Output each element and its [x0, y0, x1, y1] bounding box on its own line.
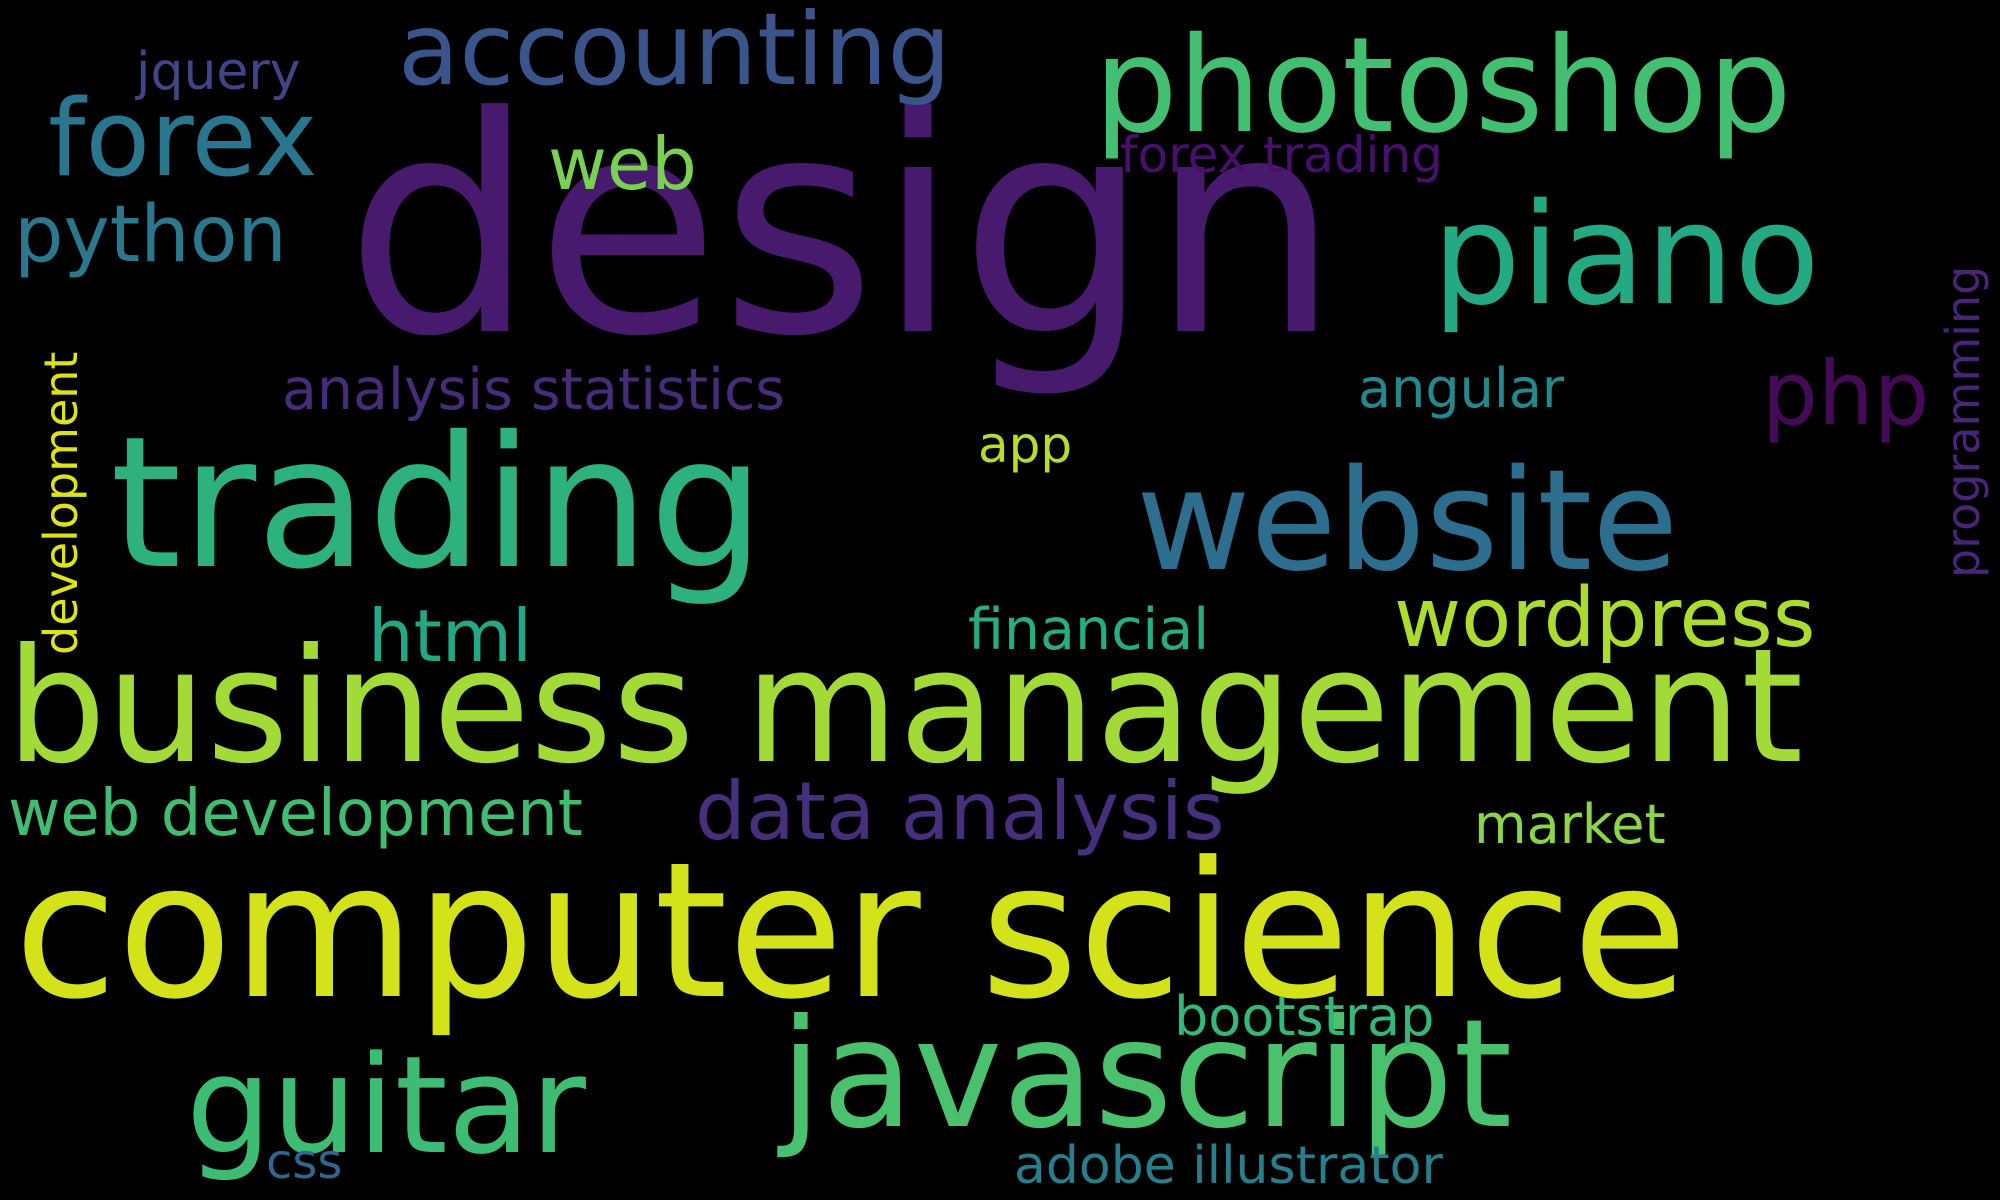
- word-web: web: [548, 122, 697, 206]
- word-trading: trading: [110, 397, 765, 609]
- word-css: css: [266, 1134, 343, 1190]
- word-bootstrap: bootstrap: [1174, 985, 1435, 1048]
- word-accounting: accounting: [398, 0, 952, 108]
- word-programming: programming: [1936, 265, 1990, 578]
- word-app: app: [978, 416, 1073, 474]
- word-forex-trading: forex trading: [1120, 126, 1443, 184]
- word-php: php: [1762, 342, 1930, 445]
- word-business-management: business management: [6, 615, 1804, 799]
- word-design: design: [345, 53, 1341, 402]
- word-javascript: javascript: [780, 988, 1513, 1162]
- word-html: html: [368, 594, 533, 678]
- word-photoshop: photoshop: [1094, 9, 1792, 163]
- word-angular: angular: [1358, 357, 1565, 420]
- word-website: website: [1136, 440, 1679, 603]
- word-piano: piano: [1432, 174, 1820, 337]
- word-data-analysis: data analysis: [695, 765, 1225, 858]
- word-development: development: [34, 351, 88, 655]
- word-computer-science: computer science: [14, 822, 1688, 1041]
- word-guitar: guitar: [186, 1027, 586, 1184]
- word-jquery: jquery: [136, 42, 301, 102]
- word-market: market: [1474, 793, 1666, 856]
- word-python: python: [14, 190, 287, 280]
- word-financial: financial: [968, 597, 1210, 663]
- word-analysis-statistics: analysis statistics: [282, 357, 785, 423]
- word-adobe-illustrator: adobe illustrator: [1014, 1136, 1443, 1196]
- word-forex: forex: [48, 77, 318, 200]
- word-web-development: web development: [8, 777, 583, 851]
- word-wordpress: wordpress: [1394, 571, 1816, 666]
